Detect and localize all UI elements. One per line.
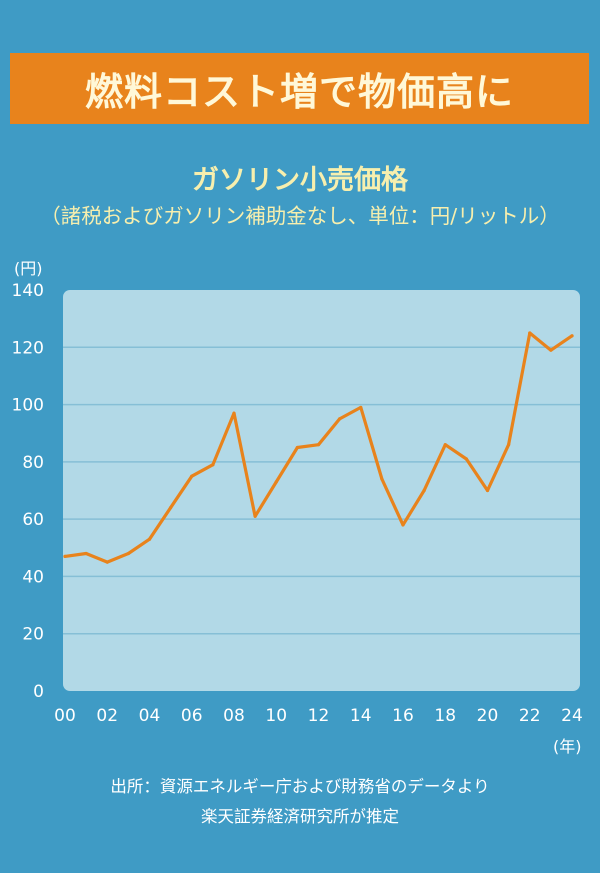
data-point (422, 488, 426, 493)
data-point (63, 554, 67, 558)
x-tick-label: 02 (96, 706, 118, 726)
data-point (232, 411, 236, 415)
x-tick-label: 22 (519, 706, 541, 726)
y-tick-label: 80 (22, 453, 44, 473)
y-tick-label: 20 (22, 625, 44, 645)
data-point (570, 334, 574, 338)
data-point (380, 477, 384, 481)
data-point (253, 514, 257, 518)
data-point (274, 480, 278, 484)
data-point (549, 348, 553, 352)
y-tick-label: 120 (12, 338, 44, 358)
source-line-2: 楽天証券経済研究所が推定 (201, 807, 399, 826)
x-tick-label: 00 (54, 706, 76, 726)
banner: 燃料コスト増で物価高に (10, 53, 589, 124)
x-tick-label: 10 (265, 706, 287, 726)
data-point (359, 405, 363, 410)
x-tick-label: 20 (477, 706, 499, 726)
y-tick-label: 140 (12, 281, 44, 301)
y-tick-label: 40 (22, 567, 44, 587)
x-tick-label: 16 (392, 706, 414, 726)
data-point (84, 551, 88, 556)
x-tick-label: 18 (434, 706, 456, 726)
data-point (211, 463, 215, 467)
x-tick-label: 24 (561, 706, 583, 726)
plot-area (63, 290, 580, 691)
banner-title: 燃料コスト増で物価高に (84, 70, 514, 114)
chart-subtitle: （諸税およびガソリン補助金なし、単位：円/リットル） (40, 204, 560, 228)
data-point (528, 331, 532, 335)
data-point (190, 474, 194, 478)
x-tick-label: 06 (181, 706, 203, 726)
x-axis-unit: (年) (553, 737, 582, 756)
x-tick-label: 08 (223, 706, 245, 726)
data-point (338, 417, 342, 421)
data-point (147, 537, 152, 541)
x-tick-label: 12 (308, 706, 330, 726)
x-tick-label: 14 (350, 706, 372, 726)
data-point (485, 488, 490, 493)
x-tick-label: 04 (139, 706, 161, 726)
data-point (169, 506, 173, 510)
data-point (443, 443, 447, 447)
data-point (126, 551, 130, 556)
y-tick-label: 100 (12, 396, 44, 416)
data-point (316, 443, 321, 447)
y-tick-label: 0 (33, 682, 44, 702)
data-point (464, 457, 468, 461)
source-line-1: 出所：資源エネルギー庁および財務省のデータより (110, 777, 490, 796)
y-tick-label: 60 (22, 510, 44, 530)
data-point (507, 443, 511, 447)
chart-title: ガソリン小売価格 (192, 165, 408, 196)
y-axis-unit: (円) (14, 259, 43, 278)
data-point (401, 523, 405, 527)
data-point (295, 445, 299, 450)
data-point (105, 560, 109, 564)
